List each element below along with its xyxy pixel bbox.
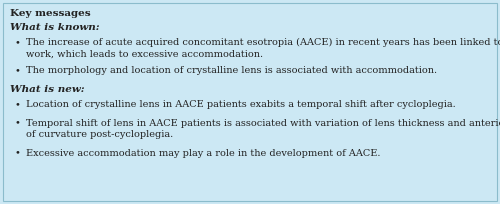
Text: work, which leads to excessive accommodation.: work, which leads to excessive accommoda… (26, 50, 263, 59)
Text: •: • (14, 38, 20, 47)
Text: •: • (14, 149, 20, 157)
Text: of curvature post-cycloplegia.: of curvature post-cycloplegia. (26, 130, 174, 139)
Text: Excessive accommodation may play a role in the development of AACE.: Excessive accommodation may play a role … (26, 149, 380, 157)
Text: Location of crystalline lens in AACE patients exabits a temporal shift after cyc: Location of crystalline lens in AACE pat… (26, 100, 456, 109)
Text: •: • (14, 119, 20, 128)
Text: Temporal shift of lens in AACE patients is associated with variation of lens thi: Temporal shift of lens in AACE patients … (26, 119, 500, 128)
Text: What is new:: What is new: (10, 84, 85, 93)
Text: What is known:: What is known: (10, 22, 100, 31)
Text: Key messages: Key messages (10, 9, 90, 18)
Text: •: • (14, 66, 20, 75)
Text: The increase of acute acquired concomitant esotropia (AACE) in recent years has : The increase of acute acquired concomita… (26, 38, 500, 47)
Text: •: • (14, 100, 20, 109)
Text: The morphology and location of crystalline lens is associated with accommodation: The morphology and location of crystalli… (26, 66, 437, 75)
